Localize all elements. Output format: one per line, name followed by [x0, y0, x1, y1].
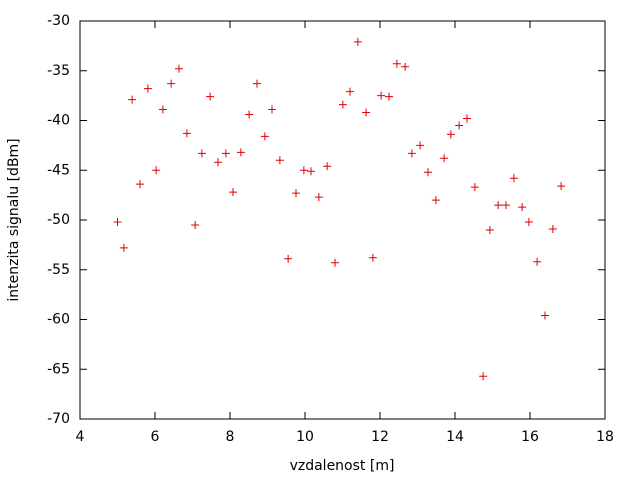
point	[353, 37, 362, 46]
point	[548, 224, 557, 233]
point	[485, 225, 494, 234]
point	[518, 203, 527, 212]
x-tick-label: 6	[151, 429, 160, 445]
y-tick-label: -30	[47, 13, 70, 29]
point	[470, 183, 479, 192]
point	[299, 166, 308, 175]
x-tick-label: 12	[371, 429, 389, 445]
point	[268, 105, 276, 114]
point	[113, 217, 122, 226]
point	[524, 217, 533, 226]
x-tick-label: 14	[446, 429, 464, 445]
point	[377, 91, 386, 100]
point	[392, 59, 401, 68]
point	[533, 257, 542, 266]
point	[314, 193, 323, 202]
point	[197, 149, 206, 158]
point	[494, 201, 503, 210]
point	[424, 168, 432, 177]
point	[557, 182, 566, 191]
point	[463, 114, 471, 123]
point	[229, 188, 237, 197]
point	[385, 92, 393, 101]
point	[331, 258, 339, 267]
point	[416, 141, 425, 150]
point	[502, 201, 510, 210]
point	[346, 87, 354, 96]
point	[407, 149, 416, 158]
point	[152, 166, 161, 175]
point	[245, 110, 254, 119]
plot-border	[79, 20, 606, 420]
x-tick-label: 18	[596, 429, 614, 445]
y-tick-label: -35	[47, 63, 70, 79]
point	[260, 132, 269, 141]
y-axis-label: intenzita signalu [dBm]	[6, 138, 22, 301]
point	[119, 243, 128, 252]
point	[182, 129, 191, 138]
x-tick-label: 8	[226, 429, 235, 445]
point	[440, 154, 449, 163]
point	[275, 156, 284, 165]
point	[292, 189, 300, 198]
point	[175, 64, 183, 73]
point	[236, 148, 245, 157]
point	[136, 180, 144, 189]
y-tick-label: -65	[47, 361, 70, 377]
y-tick-label: -55	[47, 262, 70, 278]
point	[362, 108, 371, 117]
point	[401, 62, 410, 71]
point	[128, 95, 137, 104]
point	[509, 174, 518, 183]
point	[307, 167, 315, 176]
point	[167, 79, 176, 88]
x-axis-label: vzdalenost [m]	[290, 458, 395, 474]
point	[446, 130, 455, 139]
x-tick-label: 10	[296, 429, 314, 445]
point	[221, 149, 230, 158]
y-tick-label: -40	[47, 113, 70, 129]
y-tick-label: -60	[47, 312, 70, 328]
point	[214, 158, 222, 167]
y-tick-label: -50	[47, 212, 70, 228]
point	[206, 92, 215, 101]
point	[323, 162, 332, 171]
point	[284, 254, 293, 263]
point	[431, 196, 440, 205]
point	[455, 121, 464, 130]
point	[143, 84, 152, 93]
point	[479, 372, 488, 381]
point	[191, 220, 200, 229]
point	[158, 105, 167, 114]
point	[368, 253, 377, 262]
y-tick-label: -70	[47, 411, 70, 427]
y-tick-label: -45	[47, 162, 70, 178]
point	[541, 311, 549, 320]
point	[338, 100, 347, 109]
x-tick-label: 16	[521, 429, 539, 445]
point	[253, 79, 261, 88]
x-tick-label: 4	[76, 429, 85, 445]
